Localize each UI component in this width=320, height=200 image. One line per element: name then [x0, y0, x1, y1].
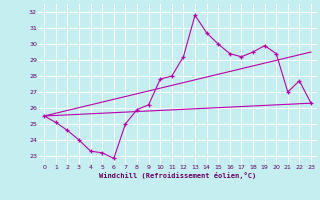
X-axis label: Windchill (Refroidissement éolien,°C): Windchill (Refroidissement éolien,°C)	[99, 172, 256, 179]
